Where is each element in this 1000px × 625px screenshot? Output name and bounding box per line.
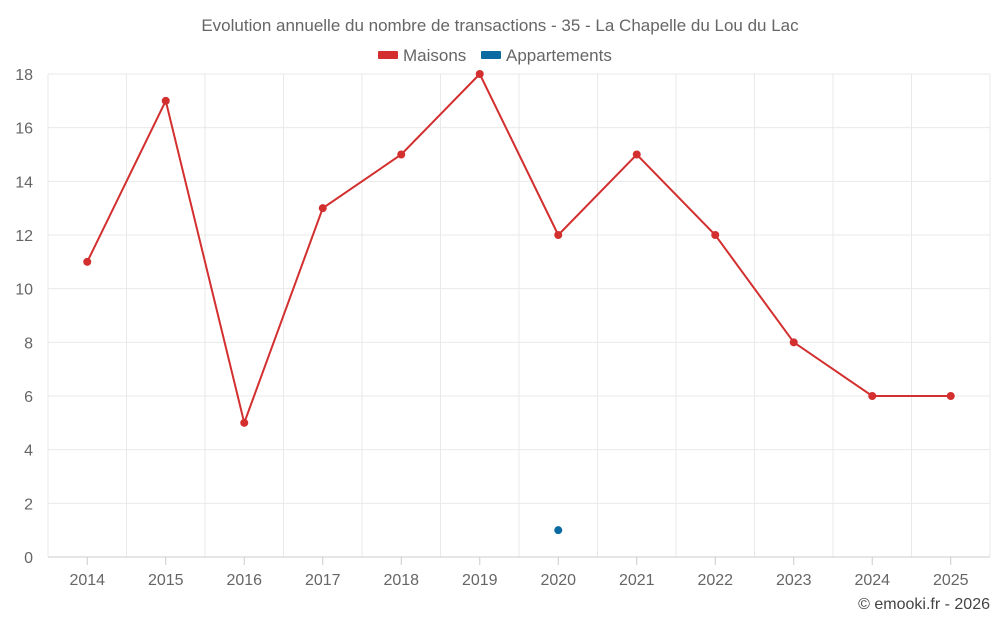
data-point-maisons[interactable]: [868, 392, 877, 400]
x-tick-label: 2015: [148, 572, 184, 589]
data-point-maisons[interactable]: [83, 257, 92, 266]
data-point-maisons[interactable]: [946, 392, 955, 400]
x-tick-label: 2017: [305, 572, 341, 589]
y-tick-label: 16: [15, 121, 33, 138]
legend: Maisons Appartements: [378, 46, 612, 65]
x-tick-label: 2024: [854, 572, 890, 589]
y-tick-label: 18: [15, 67, 33, 84]
legend-swatch-maisons: [378, 51, 398, 59]
x-tick-label: 2018: [383, 572, 419, 589]
y-tick-label: 2: [24, 496, 33, 513]
data-point-maisons[interactable]: [789, 338, 798, 347]
x-tick-label: 2023: [776, 572, 812, 589]
y-tick-label: 14: [15, 174, 33, 191]
x-tick-label: 2019: [462, 572, 498, 589]
x-axis-ticks: 2014 2015 2016 2017 2018 2019 2020 2021 2022 2023…: [69, 557, 969, 589]
y-tick-label: 8: [24, 335, 33, 352]
y-tick-label: 4: [24, 443, 33, 460]
y-tick-label: 12: [15, 228, 33, 245]
data-point-maisons[interactable]: [397, 150, 406, 159]
chart-title: Evolution annuelle du nombre de transact…: [201, 16, 799, 35]
data-point-maisons[interactable]: [318, 204, 327, 213]
data-point-maisons[interactable]: [161, 96, 170, 105]
x-tick-label: 2014: [69, 572, 105, 589]
x-tick-label: 2016: [226, 572, 262, 589]
x-tick-label: 2025: [933, 572, 969, 589]
series-line-maisons: [86, 72, 951, 427]
series: [83, 70, 955, 535]
legend-item-maisons[interactable]: Maisons: [378, 46, 466, 65]
legend-swatch-appartements: [481, 51, 501, 59]
x-tick-label: 2022: [697, 572, 733, 589]
x-tick-label: 2020: [540, 572, 576, 589]
legend-label-maisons: Maisons: [403, 46, 466, 65]
grid: [47, 73, 991, 558]
data-point-maisons[interactable]: [475, 70, 484, 78]
data-point-maisons[interactable]: [632, 150, 641, 159]
y-tick-label: 10: [15, 282, 33, 299]
legend-item-appartements[interactable]: Appartements: [481, 46, 612, 65]
x-tick-label: 2021: [619, 572, 655, 589]
data-point-maisons[interactable]: [711, 231, 720, 239]
legend-label-appartements: Appartements: [506, 46, 612, 65]
data-point-maisons[interactable]: [554, 231, 563, 239]
data-point-maisons[interactable]: [240, 418, 249, 427]
credit-text: © emooki.fr - 2026: [858, 596, 990, 613]
y-tick-label: 0: [24, 550, 33, 567]
y-axis-ticks: 0 2 4 6 8 10 12 14 16 18: [15, 67, 33, 567]
y-tick-label: 6: [24, 389, 33, 406]
data-point-appartements[interactable]: [554, 526, 563, 535]
